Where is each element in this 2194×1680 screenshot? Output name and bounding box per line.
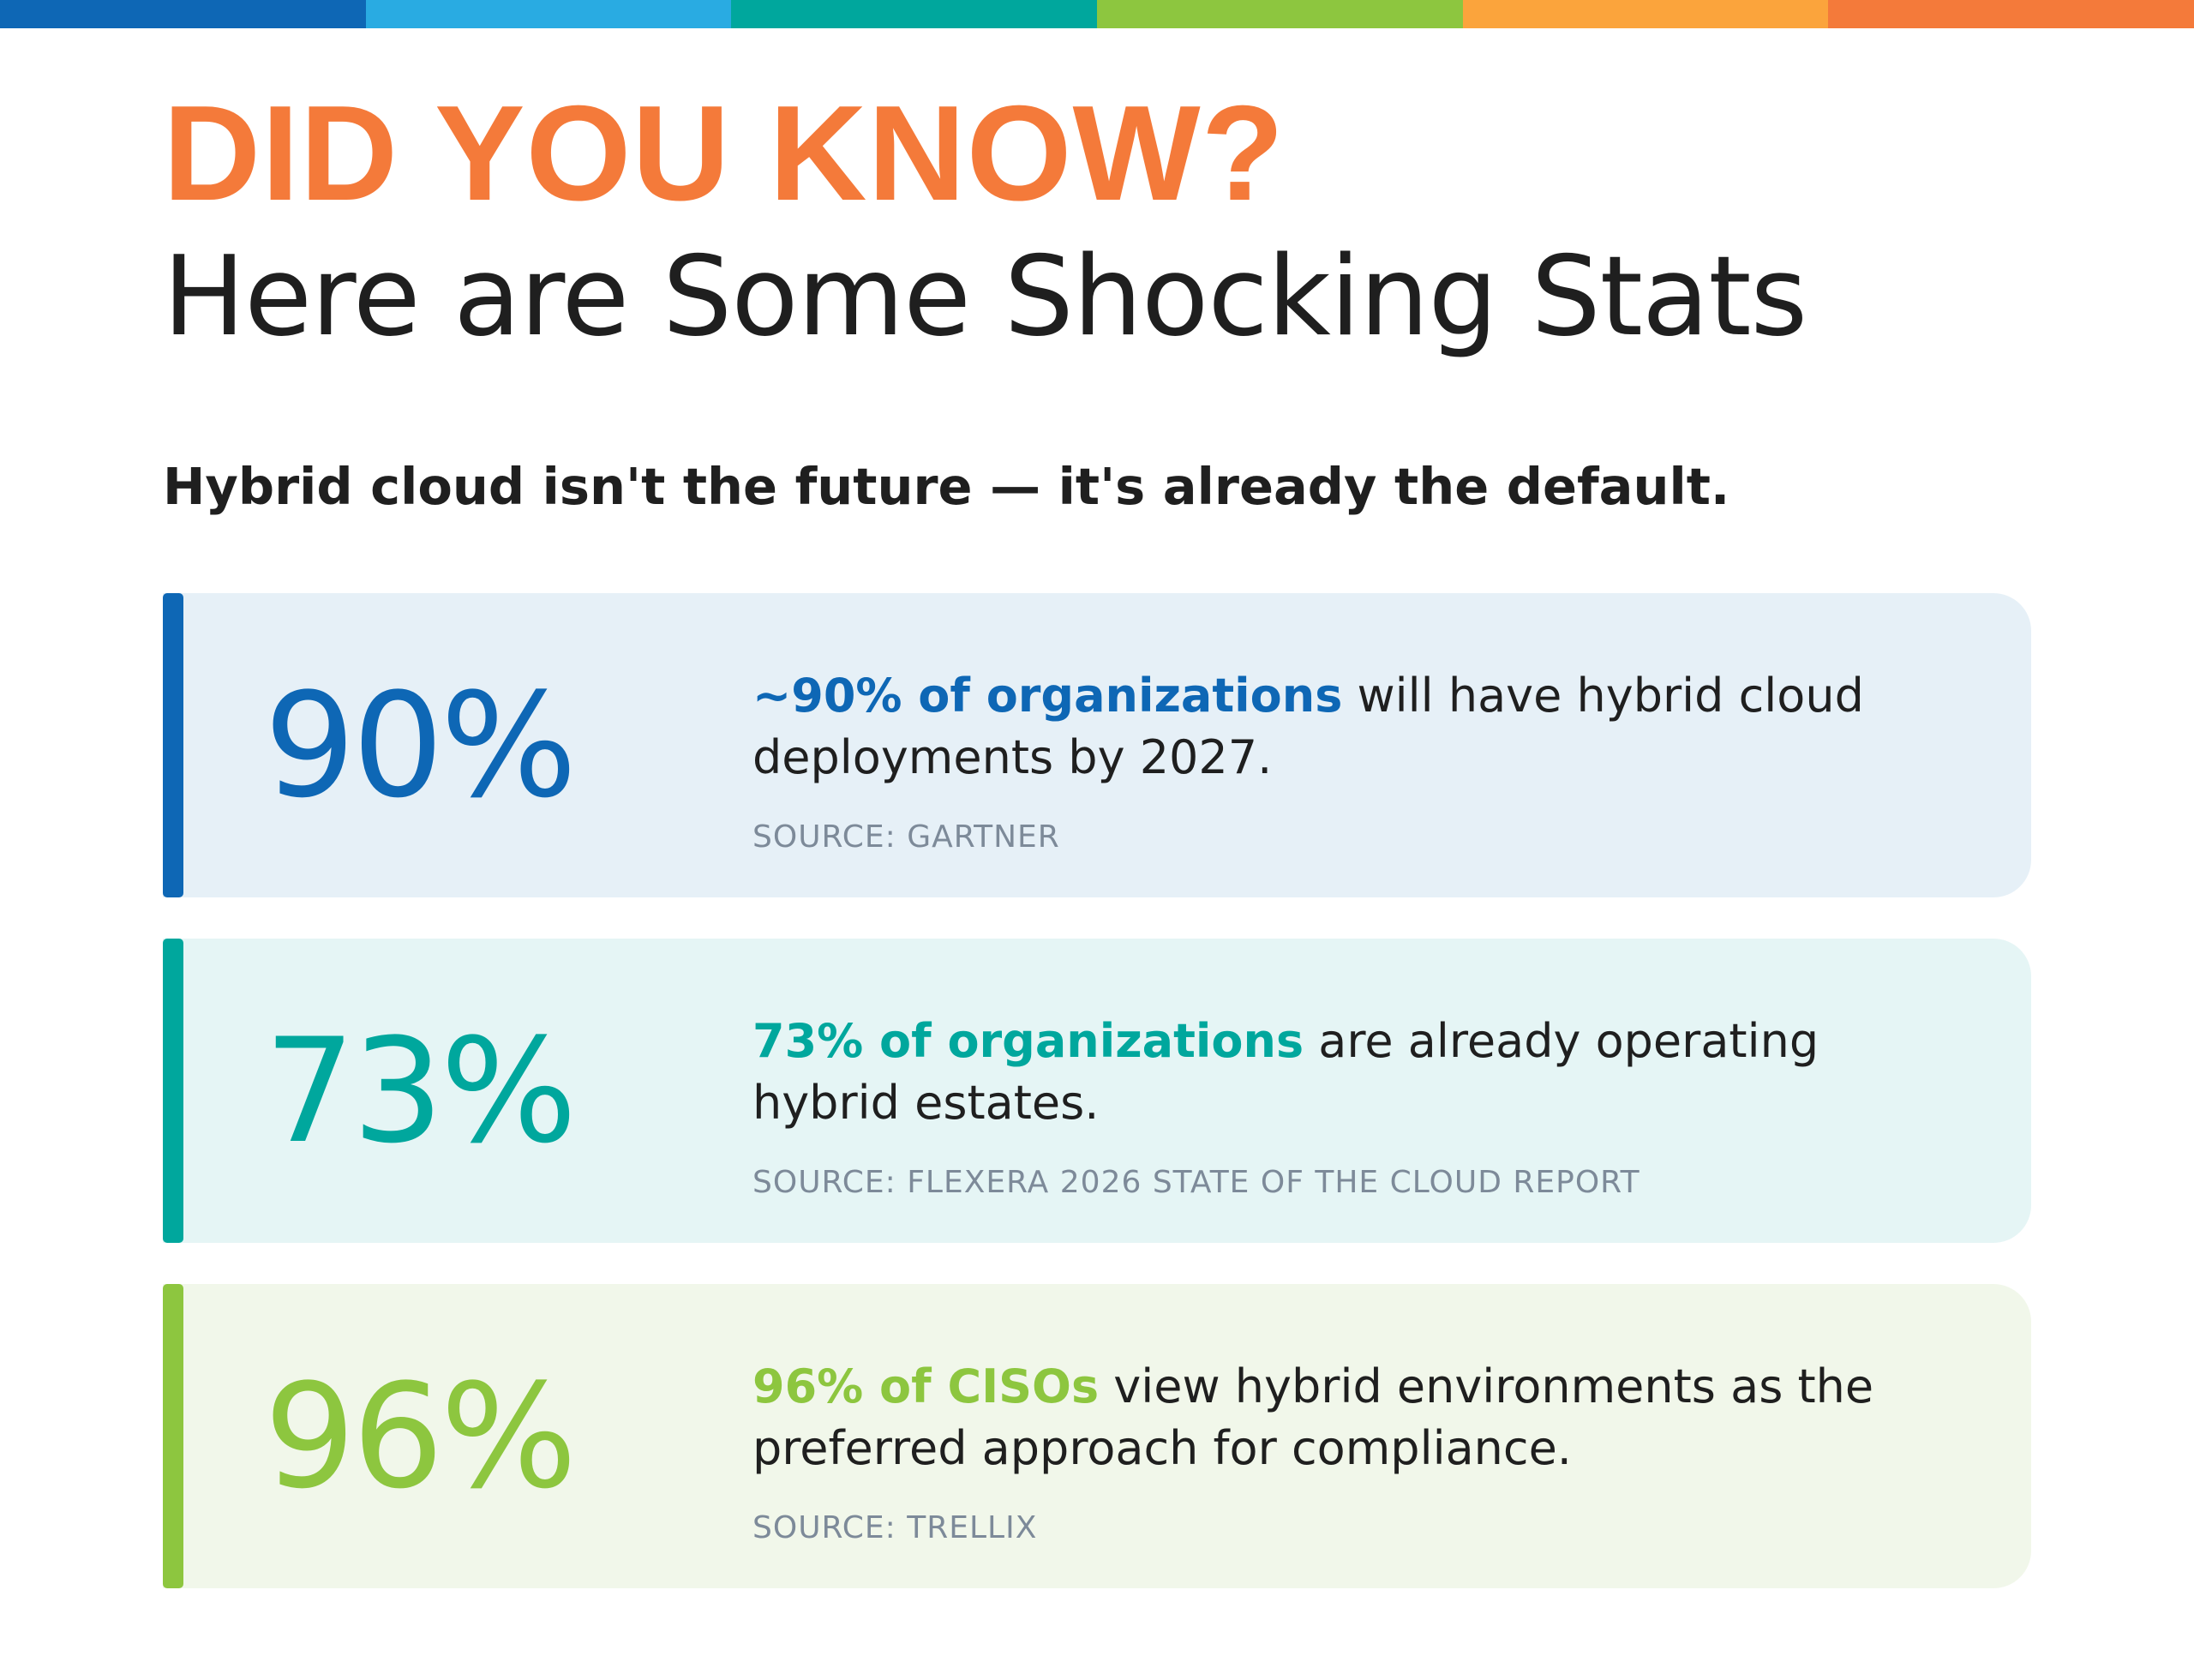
- stat-detail: will have hybrid cloud deployments by 20…: [752, 669, 1864, 784]
- page-title: Here are Some Shocking Stats: [163, 233, 1807, 361]
- stat-copy: 73% of organizations are already operati…: [752, 1011, 1909, 1200]
- stat-copy: ~90% of organizations will have hybrid c…: [752, 665, 1909, 855]
- stat-value: 73%: [264, 1006, 577, 1175]
- stat-card-accent-bar: [163, 593, 183, 897]
- stat-card-gartner: 90% ~90% of organizations will have hybr…: [163, 593, 2031, 897]
- stat-highlight: 96% of CISOs: [752, 1359, 1100, 1413]
- top-bar-segment: [731, 0, 1098, 28]
- top-color-bar: [0, 0, 2194, 28]
- stat-detail: view hybrid environments as the preferre…: [752, 1359, 1874, 1475]
- stat-description: 73% of organizations are already operati…: [752, 1011, 1909, 1134]
- stat-copy: 96% of CISOs view hybrid environments as…: [752, 1356, 1909, 1545]
- stat-card-trellix: 96% 96% of CISOs view hybrid environment…: [163, 1284, 2031, 1588]
- stat-card-accent-bar: [163, 1284, 183, 1588]
- stat-description: 96% of CISOs view hybrid environments as…: [752, 1356, 1909, 1479]
- stat-value: 96%: [264, 1352, 577, 1521]
- page-subtitle: Hybrid cloud isn't the future — it's alr…: [163, 457, 1730, 516]
- eyebrow-heading: DID YOU KNOW?: [163, 78, 1286, 229]
- stat-source: SOURCE: FLEXERA 2026 STATE OF THE CLOUD …: [752, 1165, 1640, 1200]
- top-bar-segment: [1097, 0, 1463, 28]
- stat-source: SOURCE: GARTNER: [752, 819, 1060, 855]
- top-bar-segment: [365, 0, 732, 28]
- stat-detail: are already operating hybrid estates.: [752, 1014, 1819, 1130]
- top-bar-segment: [1828, 0, 2194, 28]
- stat-highlight: 73% of organizations: [752, 1014, 1304, 1068]
- stat-card-accent-bar: [163, 939, 183, 1243]
- stat-card-flexera: 73% 73% of organizations are already ope…: [163, 939, 2031, 1243]
- stat-source: SOURCE: TRELLIX: [752, 1510, 1038, 1545]
- stat-value: 90%: [264, 661, 577, 830]
- top-bar-segment: [1462, 0, 1829, 28]
- top-bar-segment: [0, 0, 366, 28]
- stat-description: ~90% of organizations will have hybrid c…: [752, 665, 1909, 789]
- stat-highlight: ~90% of organizations: [752, 669, 1343, 723]
